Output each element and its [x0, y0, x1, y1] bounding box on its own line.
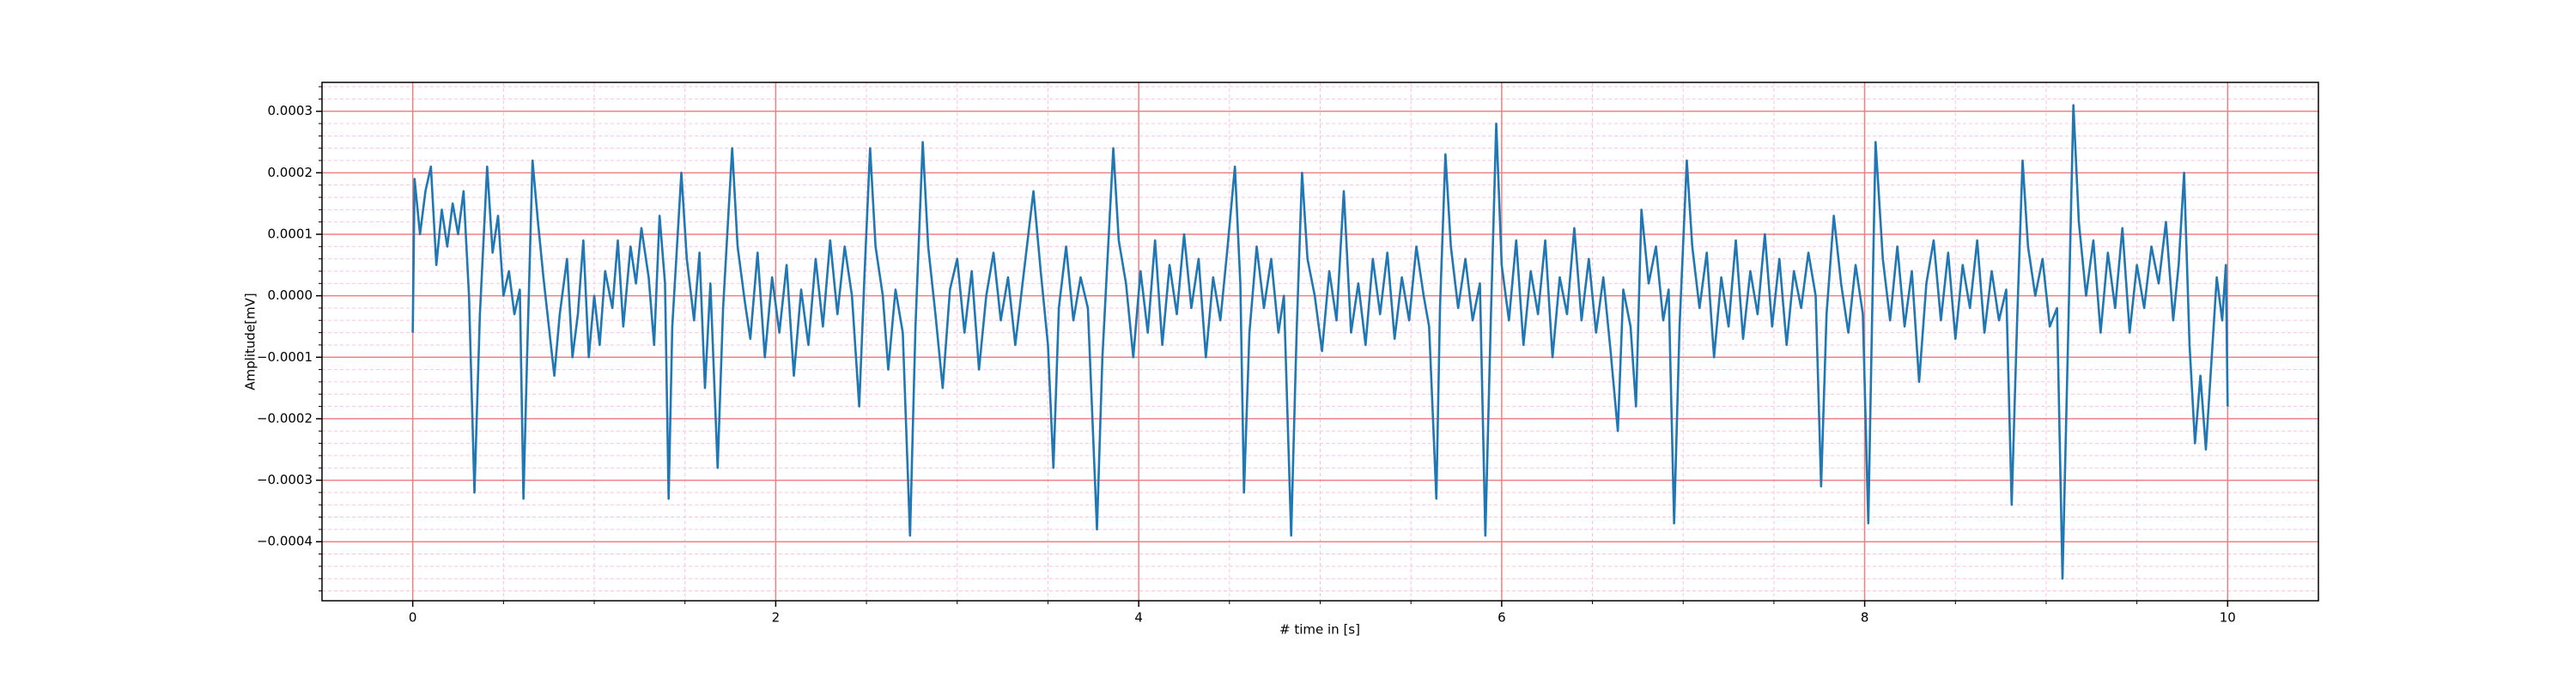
x-tick-label: 4	[1134, 610, 1143, 626]
plot-frame	[321, 82, 2319, 602]
signal-line	[411, 104, 2229, 580]
y-tick-label: −0.0002	[257, 410, 313, 426]
y-tick-label: −0.0001	[257, 349, 313, 365]
x-tick-label: 6	[1498, 610, 1506, 626]
y-tick-label: −0.0004	[257, 534, 313, 549]
x-tick-label: 10	[2220, 610, 2236, 626]
x-axis-label: # time in [s]	[1279, 622, 1360, 638]
y-tick-label: −0.0003	[257, 472, 313, 487]
y-tick-label: 0.0001	[268, 226, 313, 241]
y-tick-label: 0.0003	[268, 103, 313, 118]
x-tick-label: 2	[772, 610, 781, 626]
y-tick-label: 0.0000	[268, 288, 313, 303]
y-tick-label: 0.0002	[268, 165, 313, 180]
y-axis-label: Amplitude[mV]	[243, 293, 258, 390]
x-tick-label: 8	[1861, 610, 1869, 626]
x-tick-label: 0	[409, 610, 417, 626]
